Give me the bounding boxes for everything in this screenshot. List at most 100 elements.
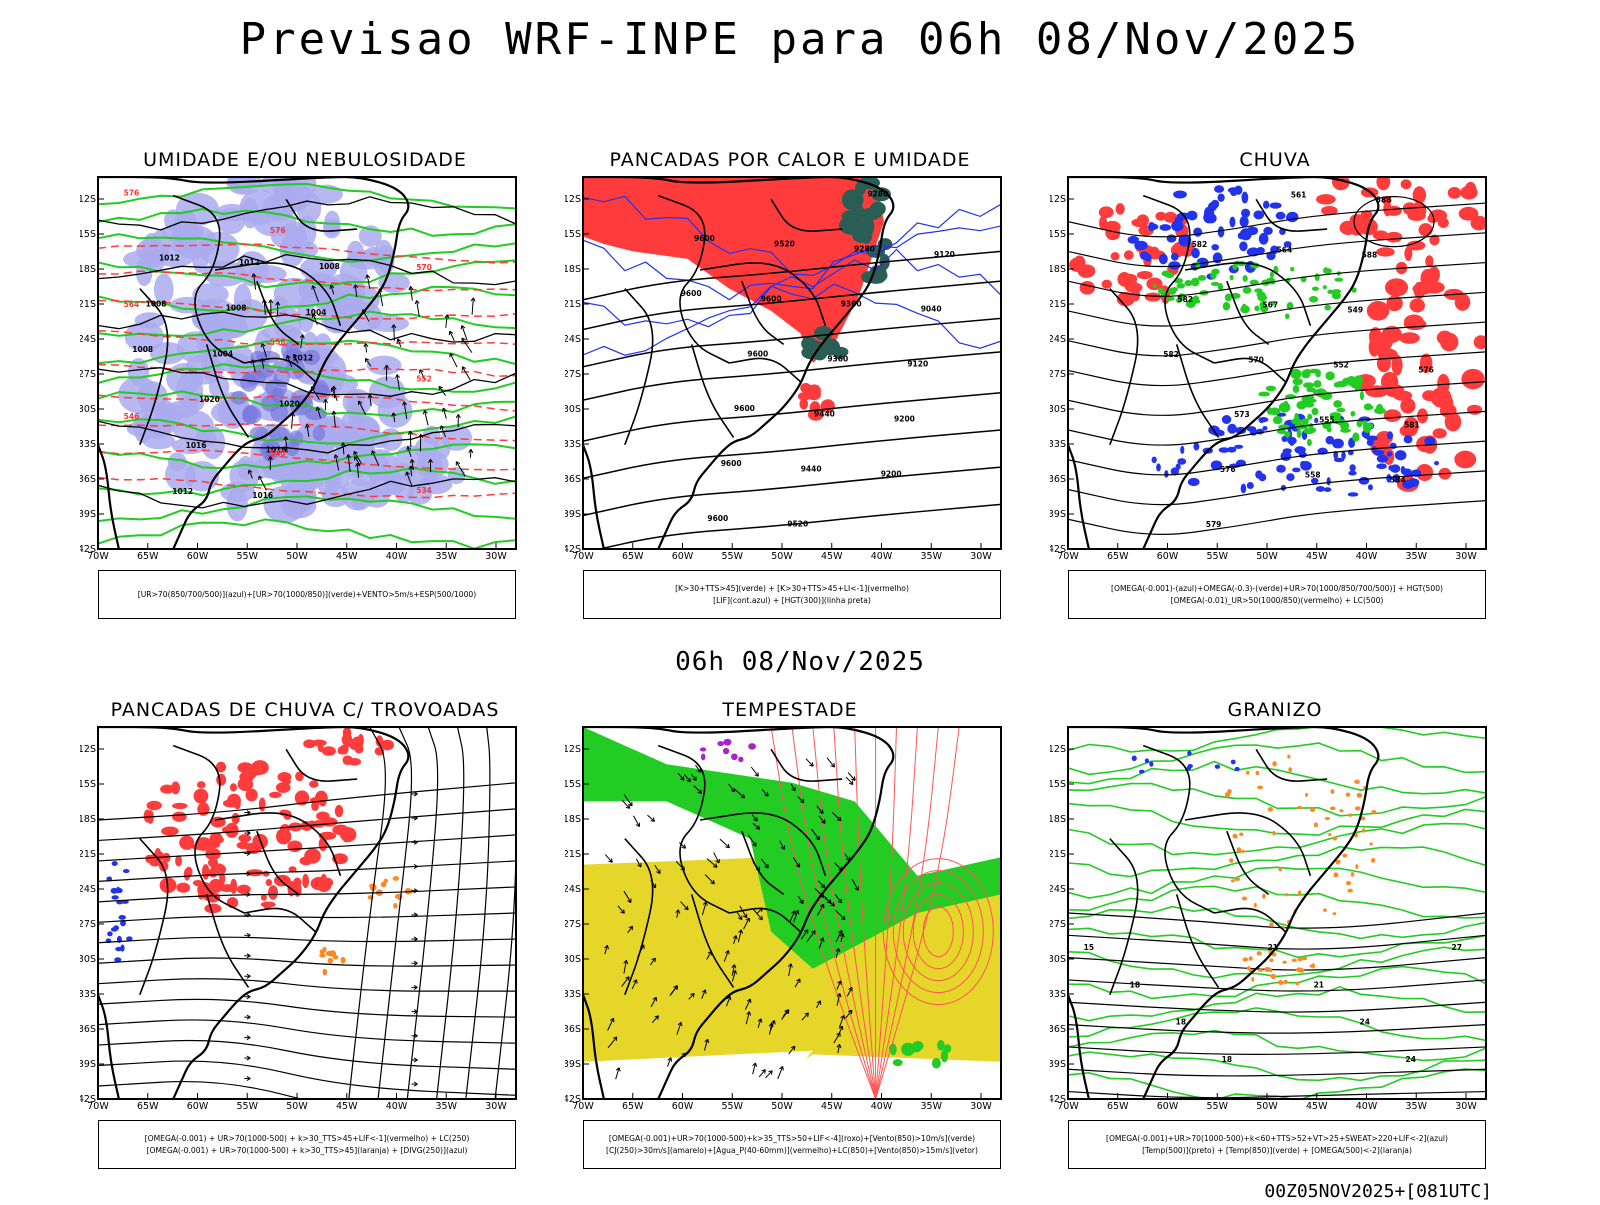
contour-line (1068, 784, 1486, 816)
contour-label: 9520 (774, 239, 795, 248)
cloud-blob (172, 812, 187, 822)
panel-title: PANCADAS POR CALOR E UMIDADE (565, 149, 1015, 171)
lon-label: 60W (672, 1101, 694, 1112)
cloud-blob (1324, 487, 1331, 492)
legend-line: [OMEGA(-0.001) + UR>70(1000-500) + k>30_… (147, 1145, 468, 1157)
lon-label: 35W (921, 551, 943, 562)
cloud-blob (1218, 226, 1225, 237)
cloud-blob (1355, 806, 1361, 810)
wind-vector (472, 298, 473, 315)
cloud-blob (1246, 226, 1258, 235)
lon-label: 50W (771, 551, 793, 562)
cloud-blob (1385, 278, 1408, 296)
cloud-blob (230, 783, 237, 791)
lon-label: 30W (485, 551, 507, 562)
border-line (1185, 813, 1310, 876)
border-line (729, 358, 800, 381)
contour-label: 9040 (921, 305, 942, 314)
temp-contour (1068, 1025, 1486, 1034)
page-title: Previsao WRF-INPE para 06h 08/Nov/2025 (0, 14, 1600, 65)
border-line (1110, 289, 1138, 445)
lat-label: 24S (1050, 334, 1066, 345)
lon-label: 40W (1356, 1101, 1378, 1112)
cloud-blob (1121, 274, 1137, 288)
lat-label: 21S (80, 299, 96, 310)
cloud-blob (1313, 380, 1321, 388)
cloud-blob (348, 758, 361, 766)
cloud-blob (1139, 770, 1145, 774)
cloud-blob (1278, 867, 1282, 872)
streamline (349, 727, 386, 1099)
cloud-blob (1349, 464, 1355, 471)
lat-label: 12S (1050, 194, 1066, 205)
cloud-blob (1227, 789, 1232, 794)
streamline (98, 979, 516, 991)
lat-label: 24S (1050, 884, 1066, 895)
cloud-blob (1269, 968, 1272, 972)
cloud-blob (1307, 439, 1312, 446)
cloud-blob (1180, 446, 1184, 454)
lon-label: 35W (436, 551, 458, 562)
lon-label: 30W (1455, 1101, 1477, 1112)
cloud-blob (329, 950, 337, 957)
cloud-blob (342, 734, 353, 746)
cloud-blob (1348, 813, 1352, 817)
cloud-blob (1323, 285, 1327, 289)
hgt-contour (583, 430, 1001, 478)
lat-label: 36S (80, 474, 96, 485)
cloud-blob (219, 871, 225, 885)
cloud-blob (1258, 392, 1270, 397)
cloud-blob (1229, 217, 1235, 228)
cloud-blob (1428, 266, 1440, 283)
lat-label: 18S (565, 264, 581, 275)
border-line (244, 908, 315, 931)
contour-label: 576 (270, 226, 286, 235)
cloud-blob (1336, 408, 1345, 412)
contour-line (1068, 824, 1486, 855)
lat-label: 18S (1050, 264, 1066, 275)
temp-contour (1068, 1047, 1486, 1054)
temp-contour (1068, 958, 1486, 970)
cloud-blob (1242, 957, 1248, 961)
lon-label: 45W (1306, 551, 1328, 562)
cloud-blob (1214, 185, 1224, 193)
lon-label: 40W (386, 1101, 408, 1112)
contour-label: 558 (1305, 470, 1321, 479)
cloud-blob (1367, 301, 1390, 321)
cloud-blob (1128, 236, 1139, 244)
cloud-blob (1240, 216, 1249, 227)
cloud-blob (1387, 431, 1393, 439)
map-layer: 1008100810121012101610201004100810121016… (98, 175, 516, 549)
cloud-blob (893, 1059, 903, 1066)
cloud-blob (1158, 288, 1163, 295)
contour-label: 9600 (694, 234, 715, 243)
lon-label: 40W (1356, 551, 1378, 562)
cloud-blob (232, 813, 240, 824)
cloud-blob (1286, 473, 1294, 481)
cloud-blob (332, 825, 348, 835)
lat-label: 27S (565, 369, 581, 380)
cloud-blob (1377, 355, 1391, 372)
contour-label: 564 (1277, 245, 1293, 254)
coastline (98, 445, 119, 549)
cloud-blob (1395, 450, 1407, 460)
cloud-blob (322, 485, 350, 507)
cloud-blob (261, 395, 280, 411)
map-umidade: 1008100810121012101610201004100810121016… (80, 175, 530, 565)
contour-label: 584 (1390, 475, 1406, 484)
cloud-blob (1080, 281, 1095, 295)
contour-label: 582 (1177, 295, 1193, 304)
contour-label: 1004 (212, 349, 233, 358)
cloud-blob (1259, 473, 1267, 481)
cloud-blob (1434, 461, 1439, 465)
cloud-blob (1211, 244, 1219, 250)
cloud-blob (1102, 280, 1112, 289)
cloud-blob (1309, 427, 1317, 432)
cloud-blob (1307, 414, 1312, 420)
cloud-blob (1340, 419, 1346, 426)
lon-label: 50W (1256, 551, 1278, 562)
cloud-blob (1259, 419, 1264, 423)
cloud-blob (1145, 254, 1152, 262)
